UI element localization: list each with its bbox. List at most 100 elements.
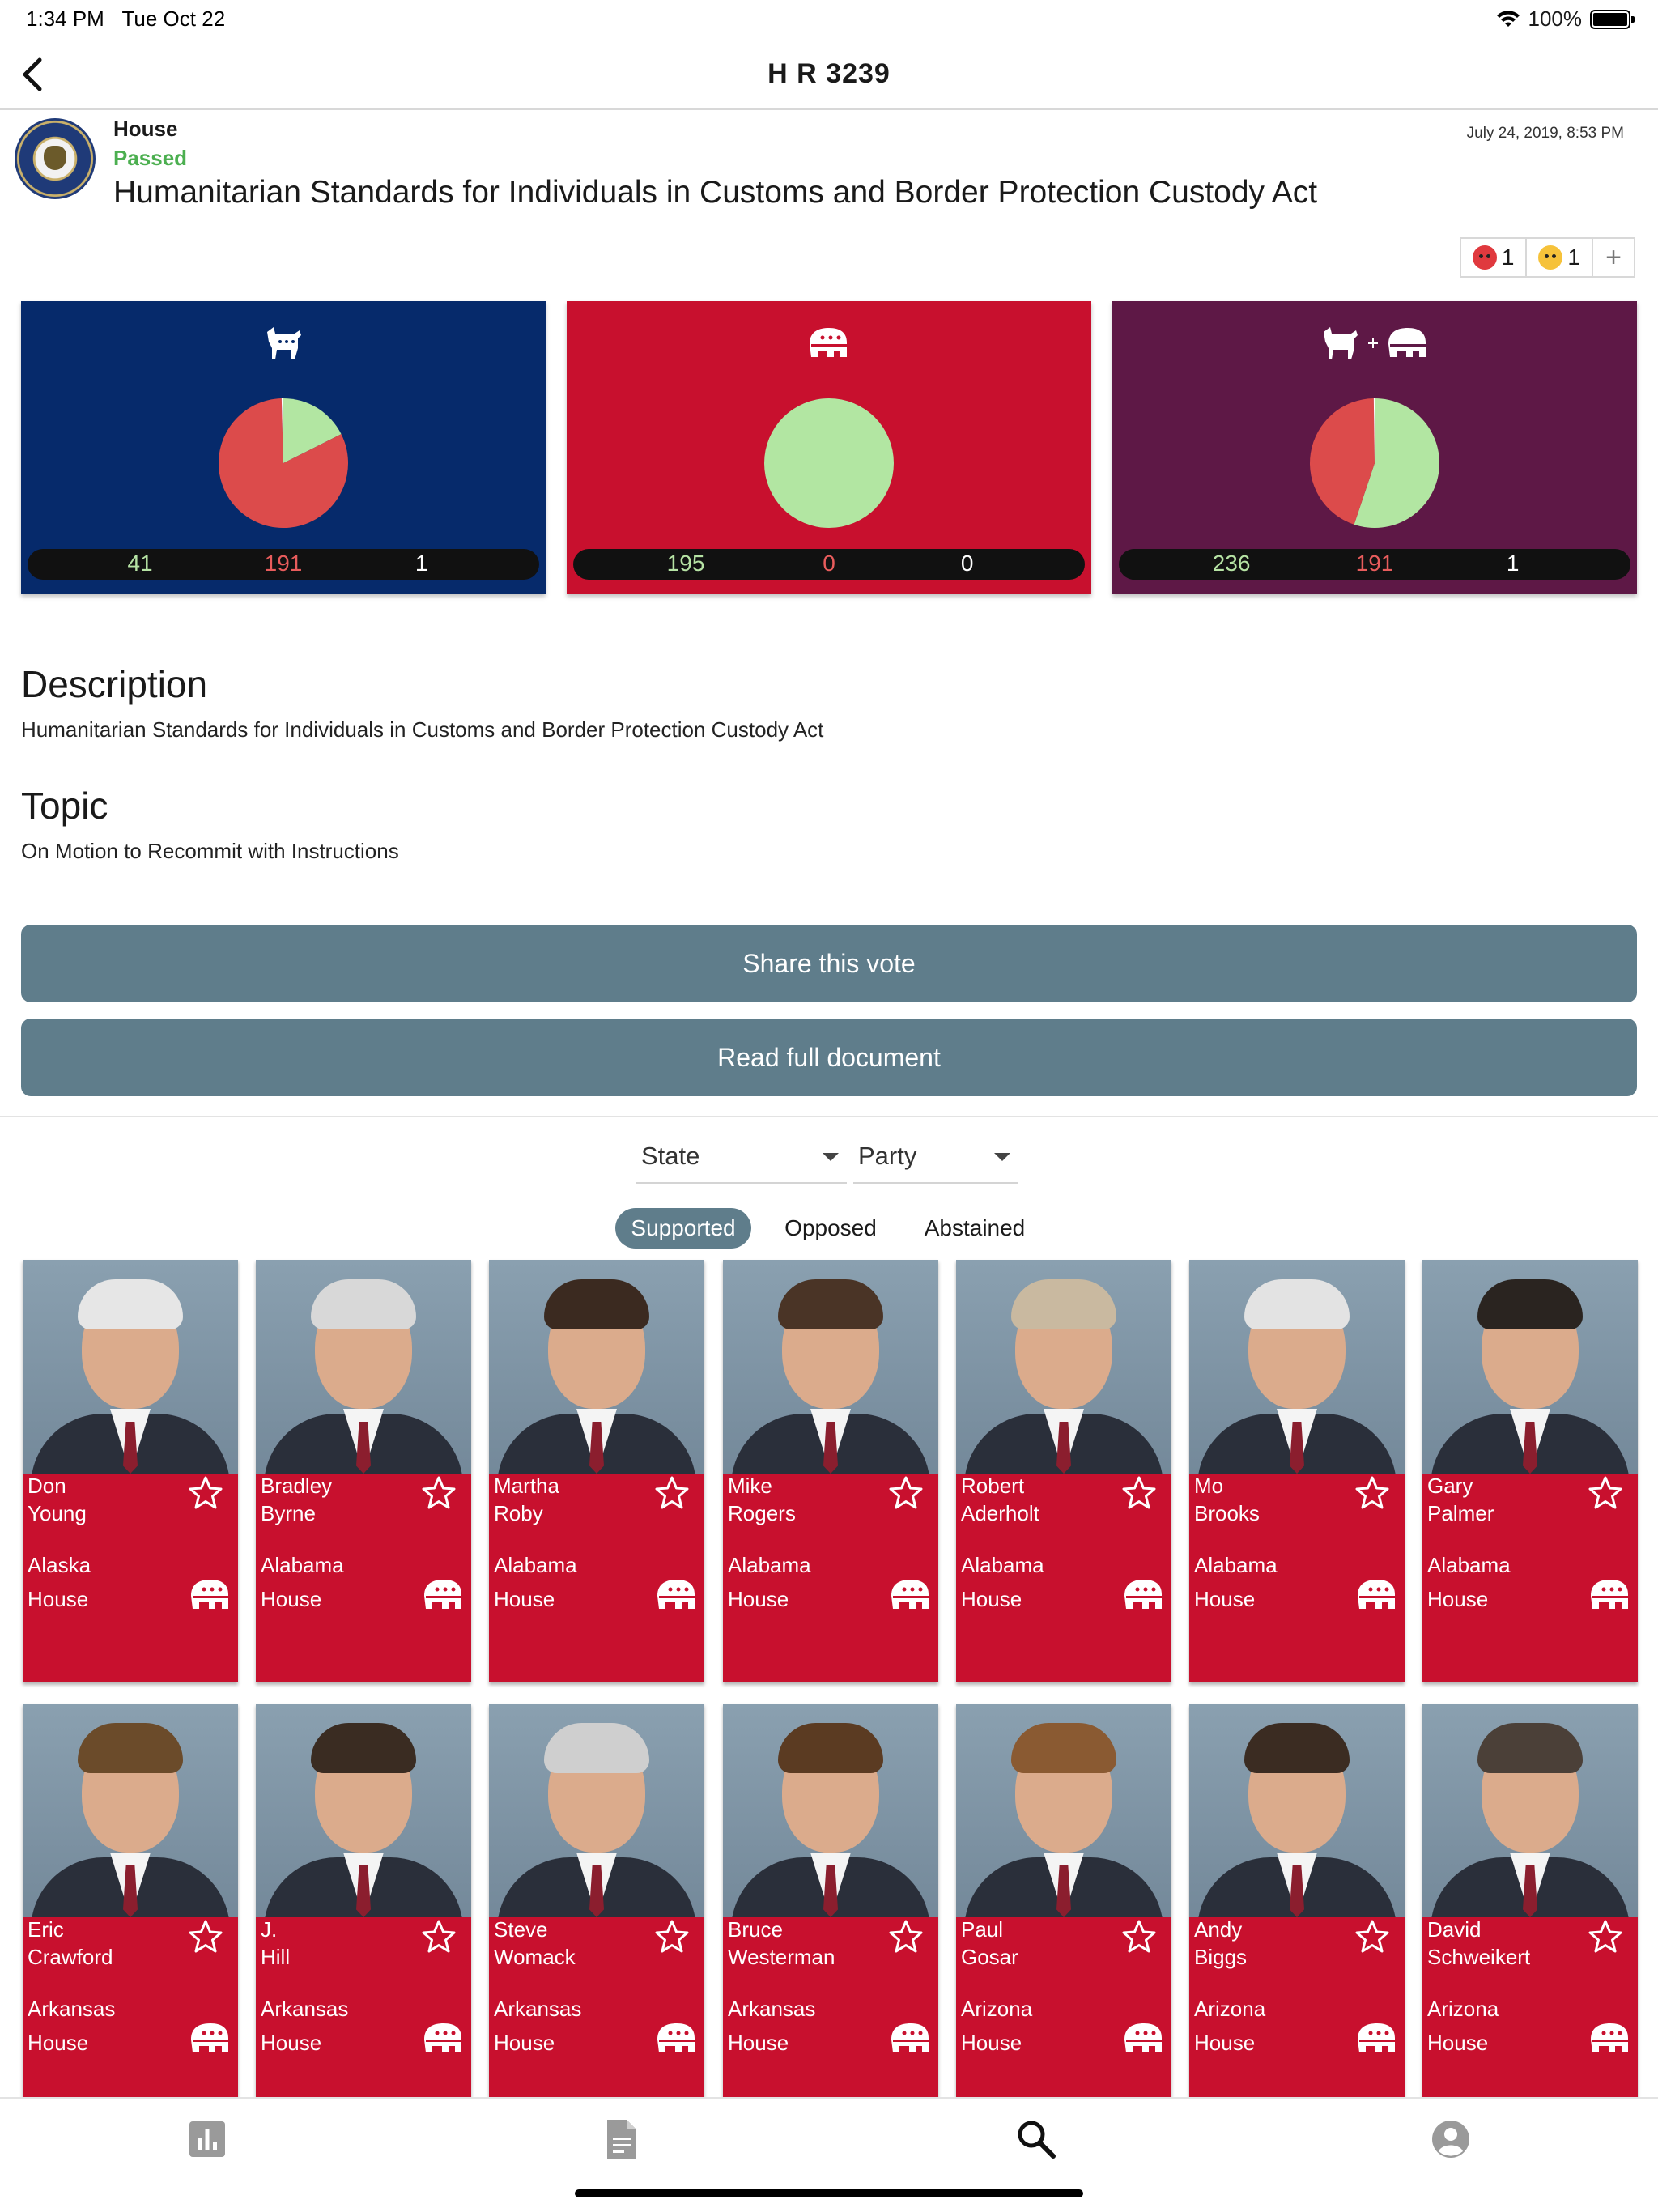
- tab-search[interactable]: [1012, 2115, 1061, 2163]
- pie-slice-nay: [219, 398, 348, 528]
- nav-bar: H R 3239: [0, 39, 1658, 110]
- search-icon: [1018, 2121, 1056, 2159]
- member-chamber: House: [261, 1587, 322, 1611]
- member-name: Bruce Westerman: [728, 1916, 890, 1971]
- member-first-name: Bradley: [261, 1474, 333, 1498]
- tab-opposed[interactable]: Opposed: [784, 1215, 877, 1240]
- member-first-name: Don: [28, 1474, 66, 1498]
- elephant-icon: [1124, 2023, 1162, 2052]
- nay-count: 191: [264, 551, 303, 576]
- member-photo: [723, 1260, 938, 1474]
- member-first-name: Robert: [961, 1474, 1025, 1498]
- back-button[interactable]: [11, 52, 53, 97]
- member-state: Alabama: [261, 1553, 344, 1577]
- share-vote-button[interactable]: Share this vote: [21, 925, 1637, 1002]
- star-icon[interactable]: [1588, 1919, 1623, 1955]
- republican-result-card: 195 0 0: [567, 301, 1091, 594]
- star-icon[interactable]: [1588, 1475, 1623, 1511]
- abstain-count: 0: [960, 551, 974, 576]
- democrat-result-card: 41 191 1: [21, 301, 546, 594]
- member-photo: [1189, 1260, 1405, 1474]
- elephant-icon: [891, 2023, 929, 2052]
- add-reaction-button[interactable]: +: [1593, 237, 1635, 278]
- crying-face-icon: [1538, 245, 1563, 270]
- member-last-name: Biggs: [1194, 1945, 1248, 1969]
- bill-date: July 24, 2019, 8:53 PM: [1466, 125, 1624, 142]
- star-icon[interactable]: [888, 1919, 924, 1955]
- elephant-icon: [657, 1580, 695, 1609]
- member-state: Arkansas: [261, 1997, 349, 2021]
- member-chamber: House: [1194, 2031, 1256, 2055]
- elephant-icon: [424, 1580, 461, 1609]
- star-icon[interactable]: [654, 1919, 690, 1955]
- elephant-icon: [1591, 2023, 1628, 2052]
- star-icon[interactable]: [421, 1919, 457, 1955]
- member-state: Arkansas: [494, 1997, 582, 2021]
- member-photo: [1422, 1704, 1638, 1917]
- member-last-name: Hill: [261, 1945, 291, 1969]
- vote-tally: 236 191 1: [1119, 549, 1630, 580]
- pie-slice-abstain: [281, 398, 283, 463]
- member-card[interactable]: Gary Palmer Alabama House: [1422, 1260, 1638, 1682]
- read-document-button[interactable]: Read full document: [21, 1019, 1637, 1096]
- member-card[interactable]: J. Hill Arkansas House: [256, 1704, 471, 2126]
- member-card[interactable]: David Schweikert Arizona House: [1422, 1704, 1638, 2126]
- tab-abstained[interactable]: Abstained: [924, 1215, 1026, 1240]
- member-name: Don Young: [28, 1472, 189, 1527]
- member-first-name: Steve: [494, 1917, 548, 1942]
- donkey-icon: [21, 319, 546, 368]
- member-card[interactable]: Bradley Byrne Alabama House: [256, 1260, 471, 1682]
- wifi-icon: [1496, 10, 1520, 27]
- member-card[interactable]: Don Young Alaska House: [23, 1260, 238, 1682]
- pie-slice-yea: [764, 398, 894, 528]
- member-first-name: Gary: [1427, 1474, 1473, 1498]
- member-photo: [1189, 1704, 1405, 1917]
- star-icon[interactable]: [421, 1475, 457, 1511]
- member-state: Alabama: [1194, 1553, 1278, 1577]
- member-card[interactable]: Steve Womack Arkansas House: [489, 1704, 704, 2126]
- member-card[interactable]: Mike Rogers Alabama House: [723, 1260, 938, 1682]
- member-photo: [956, 1704, 1171, 1917]
- star-icon[interactable]: [1354, 1919, 1390, 1955]
- caret-down-icon: [994, 1153, 1010, 1161]
- member-last-name: Brooks: [1194, 1501, 1260, 1525]
- member-state: Arkansas: [728, 1997, 816, 2021]
- star-icon[interactable]: [188, 1475, 223, 1511]
- reaction-angry[interactable]: 1: [1459, 237, 1528, 278]
- state-dropdown[interactable]: State: [636, 1134, 847, 1184]
- combined-result-card: 236 191 1: [1112, 301, 1637, 594]
- member-last-name: Palmer: [1427, 1501, 1494, 1525]
- member-name: Mo Brooks: [1194, 1472, 1356, 1527]
- bill-title: Humanitarian Standards for Individuals i…: [113, 175, 1318, 210]
- elephant-icon: [191, 1580, 228, 1609]
- member-card[interactable]: Andy Biggs Arizona House: [1189, 1704, 1405, 2126]
- member-card[interactable]: Mo Brooks Alabama House: [1189, 1260, 1405, 1682]
- tab-stats[interactable]: [183, 2115, 232, 2163]
- star-icon[interactable]: [888, 1475, 924, 1511]
- member-card[interactable]: Bruce Westerman Arkansas House: [723, 1704, 938, 2126]
- member-card[interactable]: Martha Roby Alabama House: [489, 1260, 704, 1682]
- tab-supported[interactable]: Supported: [615, 1208, 751, 1249]
- member-name: Eric Crawford: [28, 1916, 189, 1971]
- tab-account[interactable]: [1426, 2115, 1475, 2163]
- party-dropdown[interactable]: Party: [853, 1134, 1018, 1184]
- member-card[interactable]: Eric Crawford Arkansas House: [23, 1704, 238, 2126]
- star-icon[interactable]: [654, 1475, 690, 1511]
- member-chamber: House: [494, 2031, 555, 2055]
- member-card[interactable]: Paul Gosar Arizona House: [956, 1704, 1171, 2126]
- reaction-bar: 1 1 +: [1459, 237, 1635, 278]
- member-name: Steve Womack: [494, 1916, 656, 1971]
- member-first-name: Martha: [494, 1474, 559, 1498]
- star-icon[interactable]: [1354, 1475, 1390, 1511]
- reaction-crying[interactable]: 1: [1527, 237, 1593, 278]
- member-chamber: House: [728, 2031, 789, 2055]
- star-icon[interactable]: [1121, 1475, 1157, 1511]
- star-icon[interactable]: [1121, 1919, 1157, 1955]
- account-icon: [1432, 2121, 1469, 2158]
- tab-documents[interactable]: [597, 2115, 646, 2163]
- elephant-icon: [891, 1580, 929, 1609]
- star-icon[interactable]: [188, 1919, 223, 1955]
- battery-percent: 100%: [1528, 6, 1583, 31]
- member-card[interactable]: Robert Aderholt Alabama House: [956, 1260, 1171, 1682]
- member-chamber: House: [728, 1587, 789, 1611]
